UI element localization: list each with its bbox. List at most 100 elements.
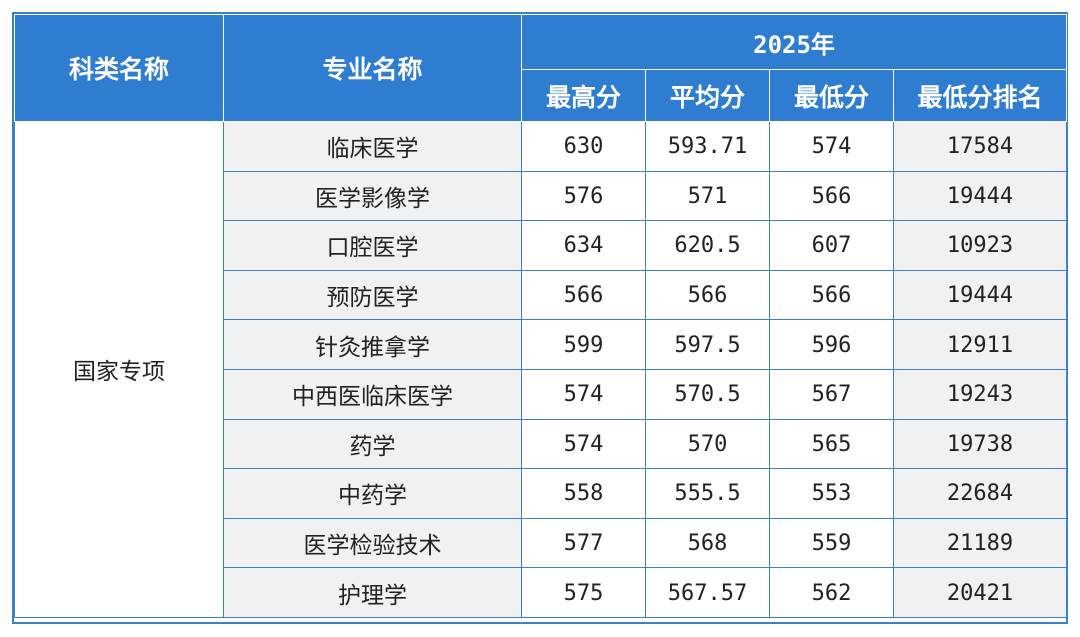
max-score-cell-value: 577 [563, 531, 604, 557]
avg-score-cell-value: 568 [687, 531, 728, 557]
min-rank-cell: 21189 [892, 517, 1068, 569]
table-row: 口腔医学 634 620.5 607 10923 [15, 220, 1068, 271]
header-year: 2025年 [520, 14, 1068, 70]
min-rank-cell-value: 17584 [946, 134, 1014, 160]
header-year-text: 2025年 [753, 30, 835, 59]
min-score-cell: 565 [769, 418, 894, 470]
header-category: 科类名称 [14, 14, 224, 122]
min-score-cell-value: 574 [811, 134, 852, 160]
min-rank-cell: 19243 [892, 368, 1068, 420]
min-score-cell-value: 596 [811, 332, 852, 358]
header-major: 专业名称 [223, 14, 522, 122]
max-score-cell: 599 [521, 319, 646, 370]
score-table-frame: 科类名称 专业名称 2025年 最高分 平均分 最低分 最低分排名 国家专项 临床… [12, 12, 1068, 624]
avg-score-cell-value: 567.57 [667, 580, 748, 606]
min-rank-cell-value: 19444 [946, 283, 1014, 309]
major-cell: 医学检验技术 [223, 517, 522, 569]
min-score-cell: 559 [769, 517, 894, 569]
min-rank-cell: 10923 [892, 220, 1068, 271]
table-row: 国家专项 临床医学 630 593.71 574 17584 [14, 121, 1068, 618]
max-score-cell: 574 [521, 368, 646, 420]
min-score-cell-value: 567 [811, 382, 852, 408]
min-score-cell-value: 553 [811, 481, 852, 507]
min-score-cell: 562 [769, 567, 894, 618]
major-cell: 预防医学 [223, 269, 522, 321]
max-score-cell-value: 576 [563, 183, 604, 209]
max-score-cell: 630 [521, 121, 646, 172]
avg-score-cell: 567.57 [645, 567, 770, 618]
avg-score-cell-value: 593.71 [667, 134, 748, 160]
avg-score-cell: 570 [645, 418, 770, 470]
avg-score-cell-value: 555.5 [674, 481, 741, 507]
max-score-cell: 576 [521, 170, 646, 222]
min-score-cell: 567 [769, 368, 894, 420]
major-cell: 中药学 [223, 468, 522, 519]
max-score-cell: 577 [521, 517, 646, 569]
table-row: 针灸推拿学 599 597.5 596 12911 [15, 319, 1068, 370]
major-cell: 临床医学 [223, 121, 522, 172]
avg-score-cell: 597.5 [645, 319, 770, 370]
min-score-cell-value: 562 [811, 580, 852, 606]
min-rank-cell-value: 21189 [946, 531, 1014, 557]
min-rank-cell: 19738 [892, 418, 1068, 470]
avg-score-cell-value: 597.5 [674, 332, 741, 358]
avg-score-cell: 571 [645, 170, 770, 222]
max-score-cell-value: 574 [563, 382, 604, 408]
min-score-cell: 607 [769, 220, 894, 271]
major-cell: 医学影像学 [223, 170, 522, 222]
major-cell: 药学 [223, 418, 522, 470]
avg-score-cell-value: 570.5 [674, 382, 741, 408]
min-score-cell-value: 559 [811, 531, 852, 557]
min-score-cell: 553 [769, 468, 894, 519]
table-body: 国家专项 临床医学 630 593.71 574 17584 医学影像学 576 571 566 1… [14, 121, 1068, 618]
major-cell: 中西医临床医学 [223, 368, 522, 420]
avg-score-cell: 570.5 [645, 368, 770, 420]
max-score-cell-value: 630 [563, 134, 604, 160]
table-row: 药学 574 570 565 19738 [15, 418, 1068, 470]
min-score-cell: 566 [769, 269, 894, 321]
avg-score-cell: 593.71 [645, 121, 770, 172]
table-row: 医学影像学 576 571 566 19444 [15, 170, 1068, 222]
avg-score-cell-value: 571 [687, 183, 728, 209]
avg-score-cell-value: 570 [687, 431, 728, 457]
min-rank-cell-value: 19444 [946, 183, 1014, 209]
header-max: 最高分 [521, 69, 646, 122]
min-rank-cell: 19444 [892, 170, 1068, 222]
major-cell: 针灸推拿学 [223, 319, 522, 370]
min-rank-cell-value: 10923 [946, 233, 1014, 259]
header-min: 最低分 [769, 69, 894, 122]
avg-score-cell: 568 [645, 517, 770, 569]
max-score-cell-value: 575 [563, 580, 604, 606]
max-score-cell: 558 [521, 468, 646, 519]
max-score-cell-value: 566 [563, 283, 604, 309]
min-rank-cell: 19444 [892, 269, 1068, 321]
avg-score-cell: 566 [645, 269, 770, 321]
table-row: 医学检验技术 577 568 559 21189 [15, 517, 1068, 569]
min-rank-cell-value: 12911 [946, 332, 1014, 358]
avg-score-cell: 620.5 [645, 220, 770, 271]
major-cell: 口腔医学 [223, 220, 522, 271]
header-min-rank: 最低分排名 [892, 69, 1068, 122]
avg-score-cell-value: 566 [687, 283, 728, 309]
header-avg: 平均分 [645, 69, 770, 122]
min-score-cell-value: 607 [811, 233, 852, 259]
min-rank-cell-value: 19243 [946, 382, 1014, 408]
table-row: 护理学 575 567.57 562 20421 [15, 567, 1068, 618]
score-table: 科类名称 专业名称 2025年 最高分 平均分 最低分 最低分排名 国家专项 临床… [14, 14, 1068, 618]
category-cell: 国家专项 [14, 121, 224, 618]
min-rank-cell-value: 19738 [946, 431, 1014, 457]
min-rank-cell: 22684 [892, 468, 1068, 519]
min-score-cell: 596 [769, 319, 894, 370]
major-cell: 护理学 [223, 567, 522, 618]
min-rank-cell: 12911 [892, 319, 1068, 370]
min-rank-cell-value: 22684 [946, 481, 1014, 507]
min-score-cell-value: 566 [811, 283, 852, 309]
min-score-cell-value: 566 [811, 183, 852, 209]
max-score-cell-value: 634 [563, 233, 604, 259]
avg-score-cell-value: 620.5 [674, 233, 741, 259]
min-score-cell: 566 [769, 170, 894, 222]
max-score-cell: 566 [521, 269, 646, 321]
max-score-cell-value: 558 [563, 481, 604, 507]
min-score-cell: 574 [769, 121, 894, 172]
max-score-cell: 574 [521, 418, 646, 470]
